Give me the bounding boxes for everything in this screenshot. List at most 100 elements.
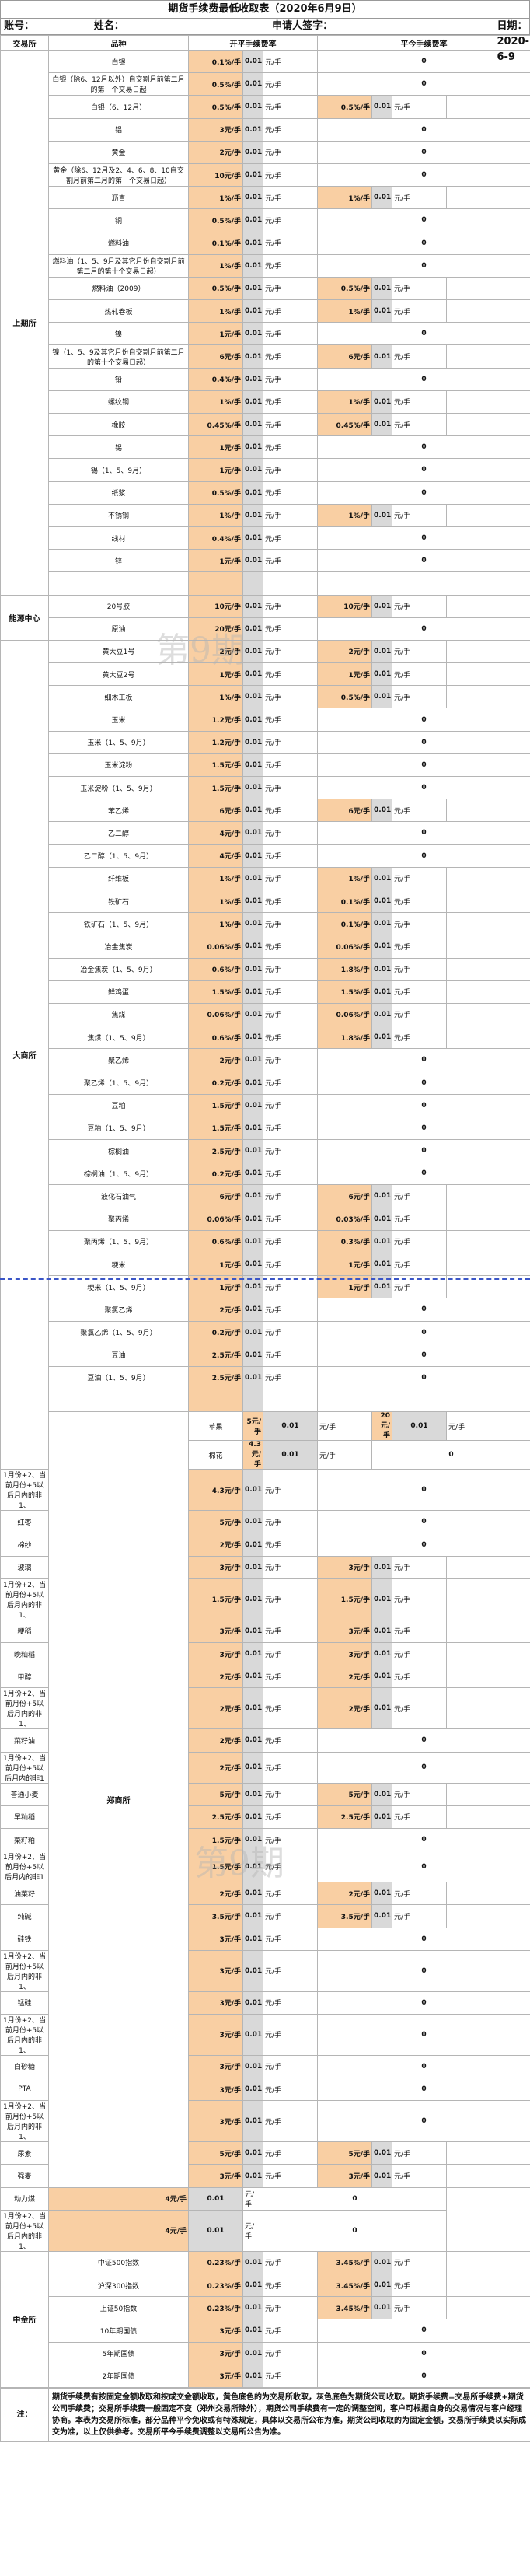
open-fee-unit-cell: 元/手 [262, 390, 319, 414]
product-name-cell: 冶金焦炭 [48, 935, 189, 959]
table-row: 豆粕 1.5元/手 0.01 元/手 0 [1, 1093, 530, 1117]
today-fee-broker-cell: 0.01 [371, 935, 393, 959]
open-fee-broker-cell: 0.01 [242, 526, 263, 551]
open-fee-exchange-cell: 1元/手 [188, 435, 243, 460]
open-fee-broker-cell: 0.01 [242, 639, 263, 664]
product-name-cell: 苯乙烯 [48, 799, 189, 823]
today-fee-zero-cell: 0 [317, 2013, 530, 2056]
open-fee-broker-cell: 0.01 [262, 1440, 319, 1470]
open-fee-unit-cell: 元/手 [262, 72, 319, 96]
product-name-cell: 锡（1、5、9月） [48, 458, 189, 482]
product-name-cell: 橡胶 [48, 412, 189, 437]
open-fee-broker-cell: 0.01 [242, 208, 263, 232]
today-fee-blank-cell [446, 866, 530, 890]
today-fee-zero-cell: 0 [317, 775, 530, 800]
product-name-cell: 红枣 [0, 1510, 49, 1534]
today-fee-broker-cell: 0.01 [371, 95, 393, 119]
open-fee-exchange-cell: 3元/手 [188, 2164, 243, 2188]
table-row: 2年期国债 3元/手 0.01 元/手 0 [1, 2364, 530, 2388]
open-fee-broker-cell: 0.01 [242, 2250, 263, 2275]
today-fee-blank-cell [446, 2250, 530, 2275]
product-name-cell: 晚籼稻 [0, 1641, 49, 1666]
open-fee-exchange-cell: 0.45%/手 [188, 412, 243, 437]
product-name-cell: 强麦 [0, 2164, 49, 2188]
product-name-cell: 纤维板 [48, 866, 189, 890]
today-fee-zero-cell: 0 [317, 1751, 530, 1784]
today-fee-zero-cell: 0 [317, 1365, 530, 1390]
open-fee-exchange-cell: 3元/手 [188, 2013, 243, 2056]
product-name-cell: 粳米 [48, 1252, 189, 1277]
open-fee-exchange-cell: 3元/手 [188, 117, 243, 142]
open-fee-broker-cell: 0.01 [242, 844, 263, 868]
open-fee-broker-cell: 0.01 [242, 2078, 263, 2102]
today-fee-exchange-cell: 1%/手 [317, 299, 373, 323]
open-fee-exchange-cell: 3元/手 [188, 1555, 243, 1579]
open-fee-unit-cell: 元/手 [262, 2100, 319, 2143]
table-row: 上期所 白银 0.1%/手 0.01 元/手 0 [0, 49, 530, 596]
open-fee-exchange-cell: 3元/手 [188, 2319, 243, 2343]
open-fee-exchange-cell: 1.2元/手 [188, 730, 243, 754]
open-fee-exchange-cell: 10元/手 [188, 594, 243, 618]
today-fee-broker-cell: 0.01 [371, 1229, 393, 1253]
open-fee-exchange-cell: 0.06%/手 [188, 935, 243, 959]
product-name-cell: 玉米 [48, 708, 189, 732]
open-fee-exchange-cell: 2元/手 [188, 1882, 243, 1906]
today-fee-broker-cell: 0.01 [371, 639, 393, 664]
open-fee-unit-cell: 元/手 [262, 367, 319, 391]
today-fee-exchange-cell: 0.5%/手 [317, 276, 373, 301]
today-fee-zero-cell: 0 [317, 458, 530, 482]
open-fee-broker-cell: 0.01 [242, 1138, 263, 1163]
open-fee-broker-cell: 0.01 [242, 1048, 263, 1072]
open-fee-broker-cell: 0.01 [242, 1162, 263, 1186]
open-fee-broker-cell: 0.01 [242, 1927, 263, 1951]
table-row: 5年期国债 3元/手 0.01 元/手 0 [1, 2341, 530, 2365]
open-fee-broker-cell: 0.01 [242, 935, 263, 959]
today-fee-broker-cell: 0.01 [371, 1555, 393, 1579]
today-fee-unit-cell: 元/手 [392, 1002, 448, 1027]
table-row: 棕榈油（1、5、9月） 0.2元/手 0.01 元/手 0 [1, 1162, 530, 1186]
table-row: 焦煤 0.06%/手 0.01 元/手 0.06%/手 0.01 元/手 [1, 1002, 530, 1027]
today-fee-unit-cell: 元/手 [392, 889, 448, 914]
today-fee-broker-cell: 0.01 [371, 1207, 393, 1231]
open-fee-exchange-cell: 1%/手 [188, 299, 243, 323]
today-fee-blank-cell [446, 299, 530, 323]
today-fee-blank-cell [446, 957, 530, 981]
today-fee-zero-cell: 0 [317, 163, 530, 187]
open-fee-broker-cell: 0.01 [242, 117, 263, 142]
today-fee-unit-cell: 元/手 [392, 2250, 448, 2275]
open-fee-unit-cell: 元/手 [262, 299, 319, 323]
today-fee-blank-cell [446, 1882, 530, 1906]
today-fee-unit-cell: 元/手 [392, 1805, 448, 1829]
open-fee-unit-cell: 元/手 [262, 1851, 319, 1883]
exchange-cell: 能源中心 [0, 594, 49, 641]
table-row: 晚籼稻 3元/手 0.01 元/手 3元/手 0.01 元/手 [0, 1641, 530, 1666]
today-fee-zero-cell: 0 [317, 617, 530, 641]
open-fee-broker-cell: 0.01 [242, 1071, 263, 1095]
today-fee-blank-cell [446, 594, 530, 618]
today-fee-unit-cell: 元/手 [392, 1252, 448, 1277]
open-fee-broker-cell: 0.01 [242, 1991, 263, 2015]
today-fee-zero-cell: 0 [317, 1927, 530, 1951]
product-name-cell: 沥青 [48, 186, 189, 210]
open-fee-unit-cell: 元/手 [262, 1533, 319, 1557]
open-fee-exchange-cell: 5元/手 [242, 1411, 263, 1442]
open-fee-broker-cell: 0.01 [242, 1184, 263, 1208]
table-row: 线材 0.4%/手 0.01 元/手 0 [1, 526, 530, 551]
table-row: 黄大豆2号 1元/手 0.01 元/手 1元/手 0.01 元/手 [1, 662, 530, 687]
open-fee-exchange-cell: 1元/手 [188, 549, 243, 573]
today-fee-broker-cell: 0.01 [371, 2250, 393, 2275]
table-row: 强麦 3元/手 0.01 元/手 3元/手 0.01 元/手 [0, 2164, 530, 2188]
open-fee-broker-cell: 0.01 [242, 1320, 263, 1344]
product-name-cell: 燃料油（2009） [48, 276, 189, 301]
product-name-cell: 棉花 [188, 1440, 243, 1470]
open-fee-unit-cell: 元/手 [262, 2164, 319, 2188]
open-fee-exchange-cell: 0.23%/手 [188, 2273, 243, 2298]
today-fee-broker-cell: 0.01 [371, 1782, 393, 1806]
table-row: 铝 3元/手 0.01 元/手 0 [1, 117, 530, 142]
open-fee-unit-cell: 元/手 [262, 617, 319, 641]
product-name-cell: 燃料油 [48, 231, 189, 255]
product-name-cell: 中证500指数 [48, 2250, 189, 2275]
product-name-cell: 锰硅 [0, 1991, 49, 2015]
today-fee-broker-cell: 0.01 [371, 1641, 393, 1666]
